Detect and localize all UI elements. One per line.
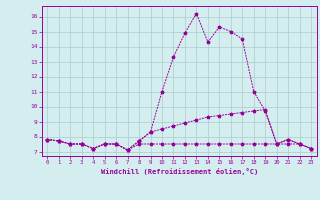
X-axis label: Windchill (Refroidissement éolien,°C): Windchill (Refroidissement éolien,°C) — [100, 168, 258, 175]
